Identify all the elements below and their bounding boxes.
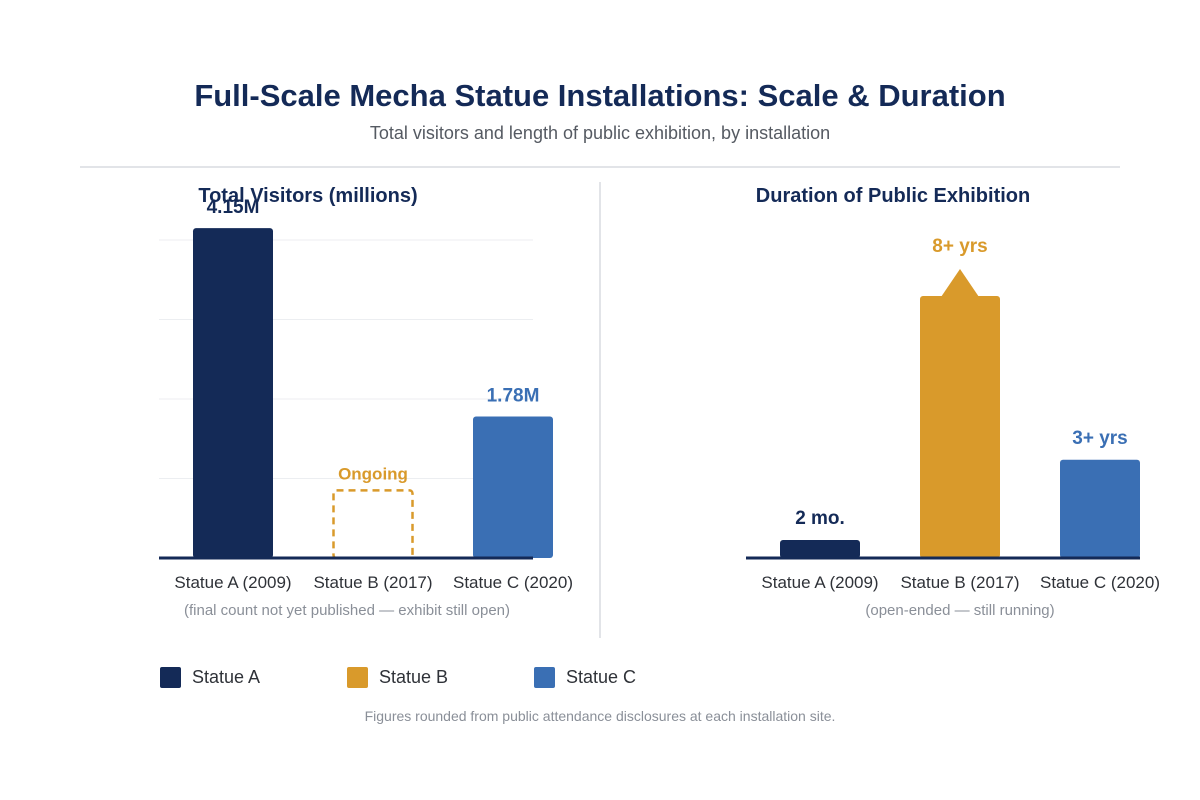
page-title: Full-Scale Mecha Statue Installations: S… (194, 78, 1006, 113)
chart-note-duration: (open-ended — still running) (865, 602, 1054, 619)
data-label: 8+ yrs (932, 236, 987, 257)
data-label: 4.15M (207, 197, 260, 218)
category-label: Statue C (2020) (1040, 573, 1160, 592)
data-label: 1.78M (487, 385, 540, 406)
category-label: Statue B (2017) (900, 573, 1019, 592)
bar-2 (920, 296, 1000, 558)
legend-swatch-statue-b (347, 667, 368, 688)
chart-visitors: Total Visitors (millions)4.15M Statue A (… (159, 185, 573, 619)
legend-swatch-statue-a (160, 667, 181, 688)
category-label: Statue A (2009) (174, 573, 291, 592)
bar-1 (193, 228, 273, 558)
legend-swatch-statue-c (534, 667, 555, 688)
chart-note-visitors: (final count not yet published — exhibit… (184, 602, 510, 619)
legend-label-statue-a: Statue A (192, 667, 261, 687)
data-label: 2 mo. (795, 508, 845, 529)
bar-placeholder-2 (332, 489, 414, 560)
data-label: 3+ yrs (1072, 428, 1127, 449)
legend-label-statue-b: Statue B (379, 667, 449, 687)
bar-3 (473, 416, 553, 558)
chart-title-visitors: Total Visitors (millions) (198, 185, 417, 207)
category-label: Statue C (2020) (453, 573, 573, 592)
chart-duration: Duration of Public Exhibition 2 mo. Statue… (746, 185, 1160, 619)
legend-label-statue-c: Statue C (566, 667, 637, 687)
category-label: Statue B (2017) (313, 573, 432, 592)
bar-3 (1060, 459, 1140, 558)
category-label: Statue A (2009) (761, 573, 878, 592)
footnote: Figures rounded from public attendance d… (364, 708, 836, 724)
header-divider (80, 166, 1120, 168)
chart-title-duration: Duration of Public Exhibition (756, 185, 1030, 207)
page-subtitle: Total visitors and length of public exhi… (369, 123, 831, 143)
data-label: Ongoing (338, 464, 408, 483)
panel-divider (599, 182, 601, 638)
bar-1 (780, 540, 860, 558)
open-ended-arrow (941, 269, 979, 297)
